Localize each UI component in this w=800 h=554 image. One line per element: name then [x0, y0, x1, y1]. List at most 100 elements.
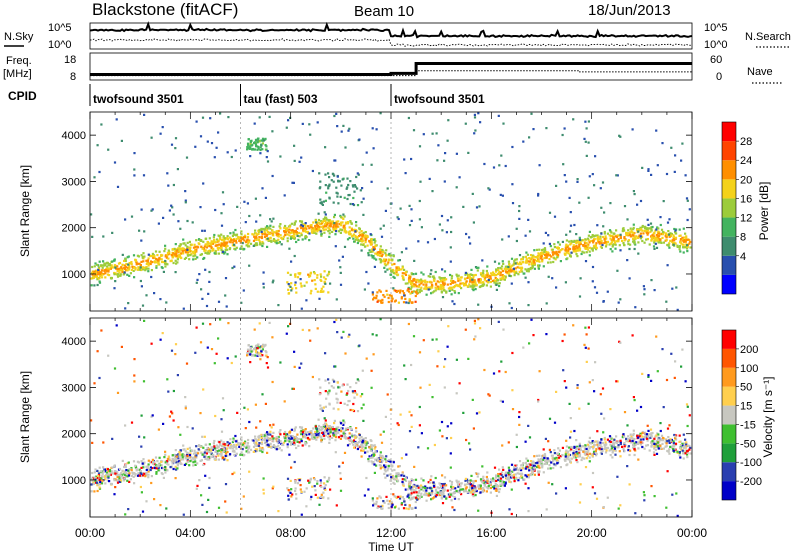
- heatmap-cell: [646, 436, 649, 439]
- heatmap-cell: [165, 301, 168, 304]
- heatmap-cell: [477, 303, 480, 306]
- heatmap-cell: [671, 287, 674, 290]
- heatmap-cell: [217, 239, 220, 242]
- heatmap-cell: [175, 461, 178, 464]
- heatmap-cell: [468, 236, 471, 239]
- heatmap-cell: [427, 288, 430, 291]
- heatmap-cell: [599, 245, 602, 248]
- heatmap-cell: [552, 251, 555, 254]
- heatmap-cell: [314, 224, 317, 228]
- heatmap-cell: [439, 485, 442, 488]
- heatmap-cell: [645, 238, 648, 241]
- heatmap-cell: [465, 232, 468, 236]
- heatmap-cell: [623, 205, 627, 208]
- heatmap-cell: [490, 272, 493, 275]
- heatmap-cell: [484, 276, 487, 279]
- heatmap-cell: [344, 221, 348, 224]
- heatmap-cell: [512, 267, 515, 270]
- heatmap-cell: [602, 431, 605, 434]
- heatmap-cell: [515, 239, 518, 243]
- heatmap-cell: [276, 440, 279, 444]
- heatmap-cell: [501, 194, 504, 197]
- heatmap-cell: [210, 142, 214, 145]
- heatmap-cell: [370, 240, 373, 243]
- noise-tick-bottom-left: 10^0: [48, 39, 72, 51]
- heatmap-cell: [305, 281, 308, 284]
- heatmap-cell: [479, 285, 482, 288]
- heatmap-cell: [585, 447, 588, 450]
- heatmap-cell: [501, 269, 504, 273]
- heatmap-cell: [240, 245, 243, 248]
- heatmap-cell: [529, 254, 533, 257]
- heatmap-cell: [409, 282, 413, 286]
- heatmap-cell: [449, 282, 452, 286]
- heatmap-cell: [567, 453, 570, 456]
- heatmap-cell: [164, 265, 167, 268]
- heatmap-cell: [207, 250, 210, 253]
- heatmap-cell: [397, 289, 400, 292]
- heatmap-cell: [406, 282, 409, 285]
- heatmap-cell: [688, 208, 691, 211]
- heatmap-cell: [551, 248, 554, 251]
- heatmap-cell: [167, 257, 170, 260]
- heatmap-cell: [182, 453, 185, 456]
- heatmap-cell: [304, 225, 307, 228]
- heatmap-cell: [322, 220, 325, 223]
- heatmap-cell: [176, 256, 179, 260]
- heatmap-cell: [495, 474, 498, 477]
- heatmap-cell: [98, 466, 101, 469]
- heatmap-cell: [506, 271, 509, 274]
- heatmap-cell: [456, 277, 460, 280]
- heatmap-cell: [545, 253, 548, 256]
- heatmap-cell: [611, 456, 614, 459]
- heatmap-cell: [91, 235, 94, 238]
- heatmap-cell: [497, 478, 500, 482]
- heatmap-cell: [600, 242, 603, 245]
- heatmap-cell: [277, 304, 280, 307]
- heatmap-cell: [548, 211, 552, 214]
- heatmap-cell: [459, 488, 462, 491]
- heatmap-cell: [370, 254, 373, 257]
- heatmap-cell: [463, 490, 466, 493]
- heatmap-cell: [532, 128, 535, 131]
- heatmap-cell: [208, 245, 211, 248]
- heatmap-cell: [388, 252, 391, 256]
- heatmap-cell: [166, 254, 169, 257]
- heatmap-cell: [104, 269, 107, 272]
- heatmap-cell: [379, 245, 382, 248]
- heatmap-cell: [525, 251, 528, 254]
- heatmap-cell: [350, 222, 353, 225]
- heatmap-cell: [171, 462, 174, 465]
- heatmap-cell: [656, 441, 659, 444]
- heatmap-cell: [318, 434, 321, 437]
- heatmap-cell: [649, 222, 653, 225]
- heatmap-cell: [457, 480, 460, 483]
- heatmap-cell: [418, 218, 421, 221]
- heatmap-cell: [543, 456, 546, 460]
- heatmap-cell: [486, 471, 489, 474]
- heatmap-cell: [172, 183, 175, 187]
- heatmap-cell: [266, 433, 269, 436]
- heatmap-cell: [506, 473, 509, 476]
- heatmap-cell: [275, 239, 278, 242]
- heatmap-cell: [364, 447, 367, 450]
- heatmap-cell: [324, 219, 327, 222]
- heatmap-cell: [342, 226, 345, 229]
- heatmap-cell: [344, 427, 348, 430]
- heatmap-cell: [295, 287, 298, 290]
- heatmap-cell: [237, 236, 240, 239]
- heatmap-cell: [277, 238, 280, 241]
- heatmap-cell: [300, 224, 303, 227]
- heatmap-cell: [373, 447, 376, 450]
- heatmap-cell: [687, 238, 690, 241]
- heatmap-cell: [458, 285, 462, 288]
- heatmap-cell: [591, 454, 594, 457]
- heatmap-cell: [383, 472, 386, 475]
- heatmap-cell: [626, 218, 629, 221]
- heatmap-cell: [379, 454, 382, 457]
- heatmap-cell: [364, 239, 367, 242]
- heatmap-cell: [138, 268, 141, 271]
- heatmap-cell: [441, 483, 445, 486]
- heatmap-cell: [402, 276, 405, 280]
- heatmap-cell: [358, 437, 361, 440]
